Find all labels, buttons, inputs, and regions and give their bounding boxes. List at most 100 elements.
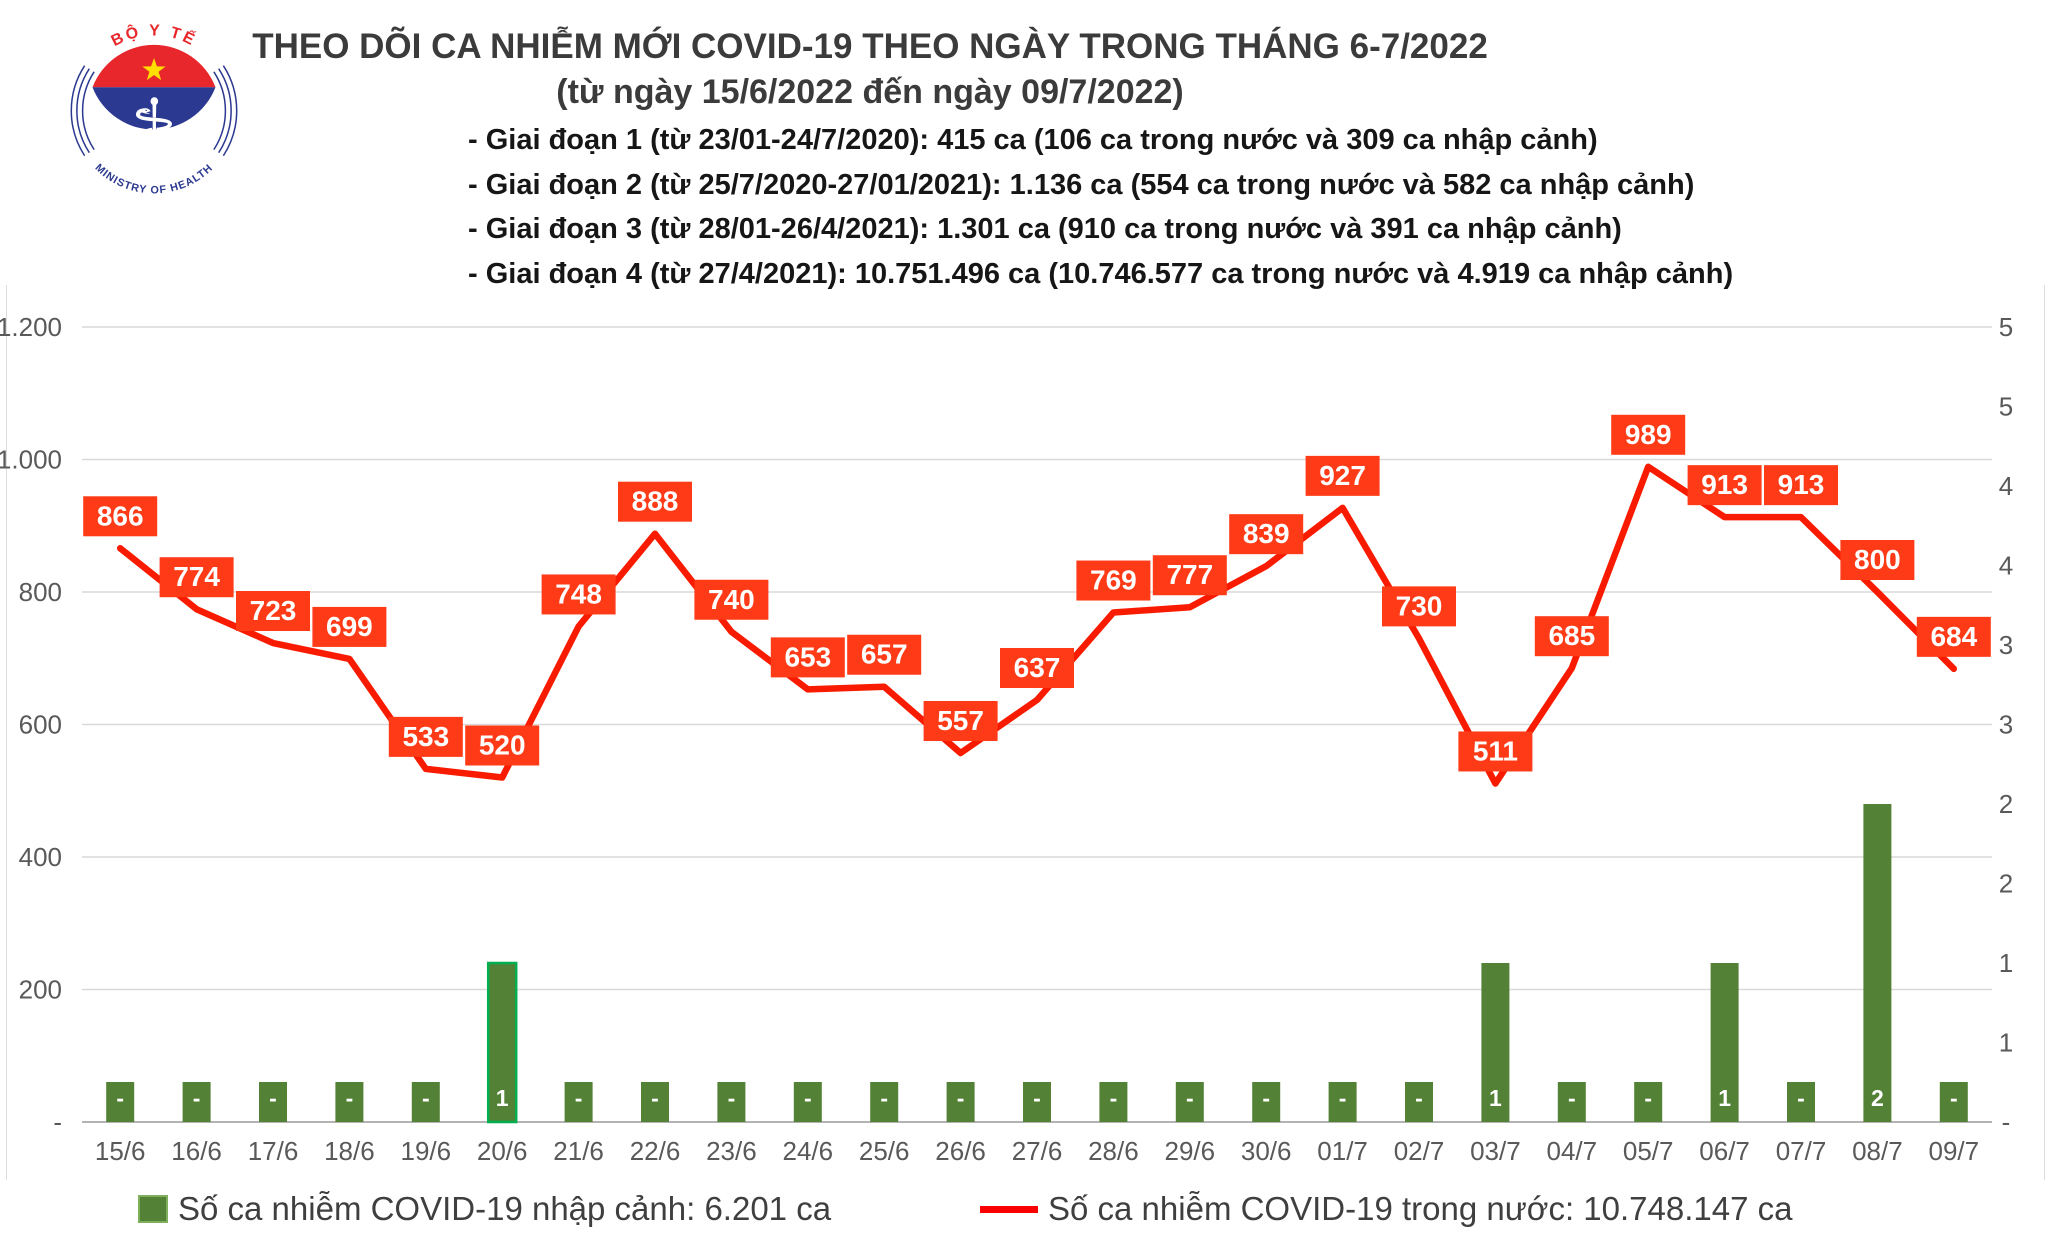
point-value-label-box bbox=[541, 574, 616, 615]
imported-cases-bar bbox=[717, 1082, 746, 1122]
y-axis-tick-label: 1.000 bbox=[0, 445, 62, 475]
bar-value-label: - bbox=[728, 1085, 736, 1111]
legend: Số ca nhiễm COVID-19 nhập cảnh: 6.201 ca… bbox=[0, 1190, 2048, 1234]
y-axis-tick-label: 1.200 bbox=[0, 312, 62, 342]
imported-cases-bar bbox=[1328, 1082, 1357, 1122]
page-title: THEO DÕI CA NHIỄM MỚI COVID-19 THEO NGÀY… bbox=[252, 27, 1488, 66]
point-value-label-box bbox=[923, 700, 998, 741]
point-value-label: 699 bbox=[326, 611, 373, 642]
point-value-label-box bbox=[312, 606, 387, 647]
x-axis-label: 17/6 bbox=[248, 1136, 299, 1166]
bar-value-label: 2 bbox=[1871, 1085, 1884, 1111]
header: THEO DÕI CA NHIỄM MỚI COVID-19 THEO NGÀY… bbox=[0, 24, 1740, 114]
imported-cases-bar bbox=[1481, 963, 1510, 1122]
point-value-label-box bbox=[1152, 555, 1227, 596]
imported-cases-bar bbox=[641, 1082, 669, 1122]
y-axis-tick-label: 800 bbox=[19, 577, 62, 607]
stage-note-1: - Giai đoạn 1 (từ 23/01-24/7/2020): 415 … bbox=[468, 124, 1598, 156]
x-axis-label: 09/7 bbox=[1928, 1136, 1979, 1166]
x-axis-label: 22/6 bbox=[630, 1136, 681, 1166]
point-value-label-box bbox=[1840, 540, 1915, 580]
point-value-label-box bbox=[1305, 455, 1380, 496]
x-axis-label: 27/6 bbox=[1012, 1136, 1063, 1166]
point-value-label-box bbox=[1611, 414, 1686, 455]
y2-axis-tick-label: 5 bbox=[1999, 312, 2013, 342]
bar-value-label: - bbox=[957, 1085, 965, 1111]
chart-border-right bbox=[2044, 285, 2045, 1180]
bar-value-label: - bbox=[346, 1085, 354, 1111]
stage-note-3: - Giai đoạn 3 (từ 28/01-26/4/2021): 1.30… bbox=[468, 213, 1622, 245]
point-value-label: 748 bbox=[555, 578, 602, 609]
bar-value-label: - bbox=[651, 1085, 659, 1111]
imported-cases-bar bbox=[793, 1082, 822, 1122]
point-value-label: 866 bbox=[97, 500, 144, 531]
point-value-label: 740 bbox=[708, 584, 755, 615]
imported-cases-bar bbox=[870, 1082, 899, 1122]
ministry-of-health-logo: ⚕ BỘ Y TẾ MINISTRY OF HEALTH bbox=[70, 22, 238, 196]
y2-axis-tick-label: 3 bbox=[1999, 710, 2013, 740]
legend-item-imported: Số ca nhiễm COVID-19 nhập cảnh: 6.201 ca bbox=[138, 1190, 831, 1228]
point-value-label-box bbox=[465, 725, 540, 766]
imported-cases-bar bbox=[335, 1082, 364, 1122]
point-value-label: 989 bbox=[1625, 419, 1672, 450]
imported-cases-bar bbox=[564, 1082, 593, 1122]
imported-cases-bar bbox=[182, 1082, 211, 1122]
legend-bar-swatch bbox=[138, 1195, 168, 1223]
point-value-label: 653 bbox=[784, 641, 831, 672]
point-value-label: 913 bbox=[1701, 469, 1748, 500]
point-value-label-box bbox=[1076, 560, 1151, 601]
point-value-label-box bbox=[1764, 465, 1838, 506]
y2-axis-tick-label: 1 bbox=[1999, 1028, 2013, 1058]
legend-line-swatch bbox=[980, 1205, 1038, 1213]
point-value-label: 839 bbox=[1243, 518, 1290, 549]
point-value-label-box bbox=[236, 591, 310, 632]
y2-axis-tick-label: - bbox=[2002, 1107, 2011, 1137]
y2-axis-tick-label: 2 bbox=[1999, 789, 2013, 819]
chart-border-left bbox=[6, 285, 7, 1180]
point-value-label: 557 bbox=[937, 705, 984, 736]
point-value-label: 774 bbox=[173, 561, 220, 592]
y-axis-tick-label: - bbox=[53, 1107, 62, 1137]
imported-cases-bar bbox=[1710, 963, 1739, 1122]
bar-value-label: - bbox=[1644, 1085, 1652, 1111]
x-axis-label: 03/7 bbox=[1470, 1136, 1521, 1166]
bar-value-label: - bbox=[804, 1085, 812, 1111]
rod-of-asclepius-icon: ⚕ bbox=[131, 84, 178, 180]
y-axis-tick-label: 400 bbox=[19, 842, 62, 872]
bar-value-label: 1 bbox=[496, 1085, 509, 1111]
bar-value-label: - bbox=[1186, 1085, 1194, 1111]
point-value-label-box bbox=[618, 481, 692, 522]
imported-cases-bar bbox=[1863, 804, 1892, 1122]
y2-axis-tick-label: 3 bbox=[1999, 630, 2013, 660]
point-value-label: 927 bbox=[1319, 460, 1366, 491]
bar-value-label: - bbox=[1950, 1085, 1958, 1111]
bar-value-label: - bbox=[1033, 1085, 1041, 1111]
covid-daily-cases-chart: 1.200 1.000 800 600 400 200 - 5 5 4 4 3 3 2 2 1 1 - - - - - - 1… bbox=[0, 312, 2013, 1166]
imported-cases-bar bbox=[259, 1082, 287, 1122]
point-value-label-box bbox=[694, 579, 769, 620]
imported-cases-bar bbox=[1405, 1082, 1433, 1122]
stage-notes: - Giai đoạn 1 (từ 23/01-24/7/2020): 415 … bbox=[468, 118, 1733, 296]
bar-value-label: - bbox=[116, 1085, 124, 1111]
domestic-cases-line bbox=[116, 463, 1958, 787]
point-value-label-box bbox=[83, 496, 158, 537]
y2-axis-tick-label: 1 bbox=[1999, 948, 2013, 978]
x-axis-label: 06/7 bbox=[1699, 1136, 1750, 1166]
bar-value-label: - bbox=[575, 1085, 583, 1111]
x-axis-label: 02/7 bbox=[1394, 1136, 1445, 1166]
point-value-label: 511 bbox=[1473, 735, 1518, 766]
point-value-label: 888 bbox=[632, 486, 679, 517]
bar-value-label: - bbox=[269, 1085, 277, 1111]
x-axis-label: 18/6 bbox=[324, 1136, 375, 1166]
bar-value-label: - bbox=[880, 1085, 888, 1111]
bar-value-label: - bbox=[1568, 1085, 1576, 1111]
x-axis-label: 20/6 bbox=[477, 1136, 528, 1166]
point-value-label-box bbox=[847, 634, 922, 675]
logo-side-arcs bbox=[70, 65, 238, 157]
point-value-label: 533 bbox=[402, 721, 449, 752]
x-axis-label: 21/6 bbox=[553, 1136, 604, 1166]
y2-axis-tick-label: 5 bbox=[1999, 392, 2013, 422]
point-value-label: 685 bbox=[1548, 620, 1595, 651]
point-value-label-box bbox=[1382, 586, 1456, 627]
